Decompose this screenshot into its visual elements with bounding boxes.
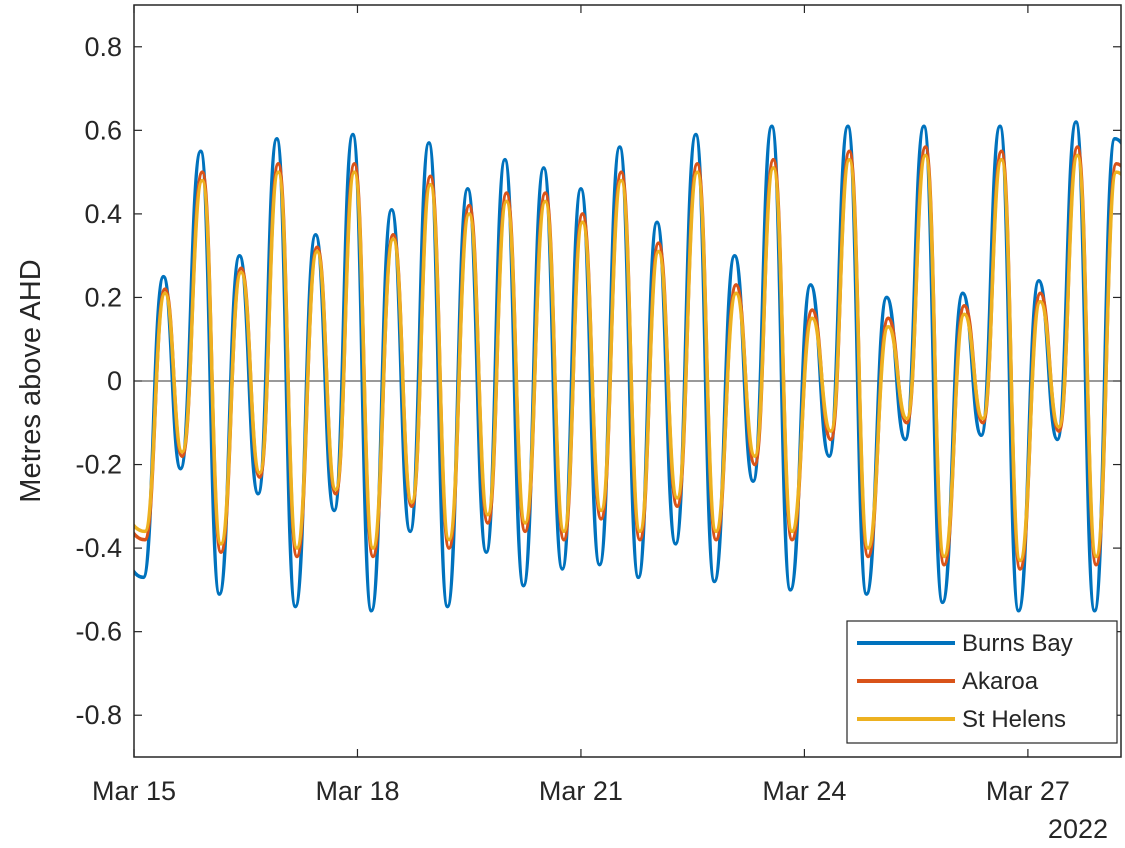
x-tick-label: Mar 15 <box>92 776 176 806</box>
legend-label-st-helens: St Helens <box>962 706 1066 733</box>
series-line-burns-bay <box>134 120 1121 613</box>
legend-label-burns-bay: Burns Bay <box>962 630 1073 657</box>
x-tick-label: Mar 24 <box>762 776 846 806</box>
y-tick-label: 0.6 <box>84 115 122 145</box>
series-line-akaroa <box>134 145 1121 571</box>
x-tick-label: Mar 21 <box>539 776 623 806</box>
y-tick-label: -0.8 <box>75 700 122 730</box>
y-tick-label: 0.8 <box>84 32 122 62</box>
y-tick-label: 0.4 <box>84 199 122 229</box>
series-line-st-helens <box>134 153 1121 563</box>
legend-label-akaroa: Akaroa <box>962 668 1039 695</box>
series-layer <box>134 120 1121 613</box>
x-axis-year-label: 2022 <box>1048 814 1108 844</box>
y-axis-title: Metres above AHD <box>15 259 47 502</box>
y-tick-label: -0.4 <box>75 533 122 563</box>
y-axis: -0.8 -0.6 -0.4 -0.2 0 0.2 0.4 0.6 0.8 <box>75 32 1121 730</box>
y-tick-label: 0 <box>107 366 122 396</box>
y-tick-label: -0.2 <box>75 450 122 480</box>
x-tick-label: Mar 27 <box>986 776 1070 806</box>
y-tick-label: -0.6 <box>75 617 122 647</box>
x-tick-label: Mar 18 <box>315 776 399 806</box>
legend[interactable]: Burns Bay Akaroa St Helens <box>846 620 1118 744</box>
x-axis: Mar 15 Mar 18 Mar 21 Mar 24 Mar 27 <box>92 5 1070 806</box>
y-tick-label: 0.2 <box>84 282 122 312</box>
